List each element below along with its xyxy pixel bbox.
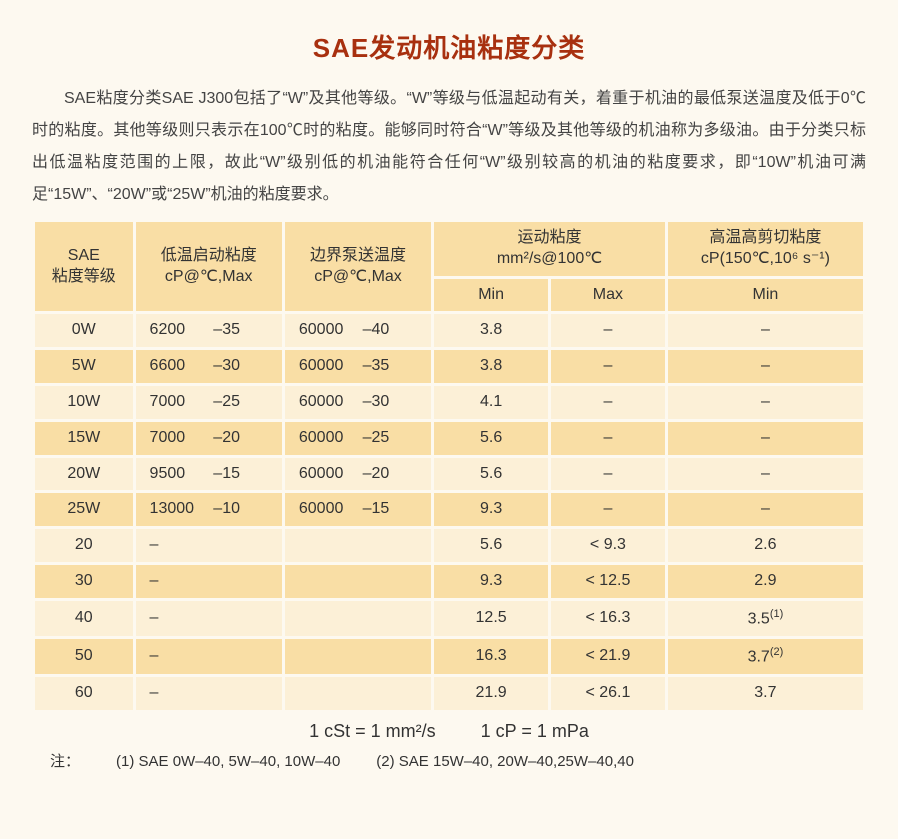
table-cell: 3.8	[434, 350, 548, 383]
col-header-kinematic: 运动粘度mm²/s@100℃	[434, 222, 665, 276]
table-row: 15W7000 –2060000 –255.6––	[35, 422, 863, 455]
table-cell: 9500 –15	[136, 458, 282, 491]
col-header-hths: 高温高剪切粘度cP(150℃,10⁶ s⁻¹)	[668, 222, 863, 276]
table-cell: 4.1	[434, 386, 548, 419]
table-row: 0W6200 –3560000 –403.8––	[35, 314, 863, 347]
table-cell: 5.6	[434, 529, 548, 562]
col-header-kv-max: Max	[551, 279, 665, 312]
page-title: SAE发动机油粘度分类	[32, 28, 866, 65]
table-row: 20– 5.6< 9.32.6	[35, 529, 863, 562]
table-cell: 13000 –10	[136, 493, 282, 526]
table-cell: –	[551, 493, 665, 526]
table-cell: –	[136, 565, 282, 598]
table-cell: 3.7	[668, 677, 863, 710]
table-cell: –	[136, 639, 282, 674]
table-cell: 16.3	[434, 639, 548, 674]
table-row: 30– 9.3< 12.52.9	[35, 565, 863, 598]
table-cell: 60000 –15	[285, 493, 431, 526]
col-header-pumping: 边界泵送温度cP@℃,Max	[285, 222, 431, 311]
table-cell: –	[551, 422, 665, 455]
table-cell	[285, 565, 431, 598]
table-cell: –	[668, 422, 863, 455]
table-cell	[285, 601, 431, 636]
intro-paragraph: SAE粘度分类SAE J300包括了“W”及其他等级。“W”等级与低温起动有关，…	[32, 83, 866, 211]
table-row: 50– 16.3< 21.93.7(2)	[35, 639, 863, 674]
table-row: 60– 21.9< 26.13.7	[35, 677, 863, 710]
table-cell: 30	[35, 565, 133, 598]
table-row: 25W13000 –1060000 –159.3––	[35, 493, 863, 526]
table-cell: 60000 –40	[285, 314, 431, 347]
table-cell: 60000 –20	[285, 458, 431, 491]
table-row: 20W9500 –1560000 –205.6––	[35, 458, 863, 491]
table-cell: 50	[35, 639, 133, 674]
footnotes: 注：(1) SAE 0W–40, 5W–40, 10W–40(2) SAE 15…	[50, 750, 866, 771]
table-cell	[285, 677, 431, 710]
unit-equivalence: 1 cSt = 1 mm²/s 1 cP = 1 mPa	[32, 721, 866, 742]
table-cell: 0W	[35, 314, 133, 347]
table-cell: –	[136, 529, 282, 562]
table-cell: < 12.5	[551, 565, 665, 598]
table-cell: 60000 –30	[285, 386, 431, 419]
table-cell: 2.9	[668, 565, 863, 598]
table-row: 10W7000 –2560000 –304.1––	[35, 386, 863, 419]
table-cell: –	[551, 350, 665, 383]
table-cell: –	[551, 314, 665, 347]
table-cell: 20W	[35, 458, 133, 491]
table-cell: 5.6	[434, 458, 548, 491]
table-cell: –	[551, 386, 665, 419]
table-cell: 3.5(1)	[668, 601, 863, 636]
table-cell: –	[668, 314, 863, 347]
table-cell: 6600 –30	[136, 350, 282, 383]
table-row: 40– 12.5< 16.33.5(1)	[35, 601, 863, 636]
table-cell	[285, 639, 431, 674]
table-cell: –	[136, 601, 282, 636]
col-header-hths-min: Min	[668, 279, 863, 312]
table-cell: 5.6	[434, 422, 548, 455]
table-cell: 20	[35, 529, 133, 562]
table-cell: 12.5	[434, 601, 548, 636]
table-cell: –	[668, 386, 863, 419]
table-cell: 7000 –20	[136, 422, 282, 455]
table-cell: –	[136, 677, 282, 710]
table-cell: –	[668, 350, 863, 383]
table-cell: 25W	[35, 493, 133, 526]
table-cell: 5W	[35, 350, 133, 383]
table-cell: 7000 –25	[136, 386, 282, 419]
table-cell: 60000 –25	[285, 422, 431, 455]
col-header-grade: SAE粘度等级	[35, 222, 133, 311]
table-row: 5W6600 –3060000 –353.8––	[35, 350, 863, 383]
table-cell: < 21.9	[551, 639, 665, 674]
viscosity-table: SAE粘度等级 低温启动粘度cP@℃,Max 边界泵送温度cP@℃,Max 运动…	[32, 219, 866, 713]
table-cell: 40	[35, 601, 133, 636]
table-cell: –	[551, 458, 665, 491]
table-cell: 6200 –35	[136, 314, 282, 347]
col-header-cranking: 低温启动粘度cP@℃,Max	[136, 222, 282, 311]
table-cell: < 9.3	[551, 529, 665, 562]
table-cell: –	[668, 493, 863, 526]
table-cell: 15W	[35, 422, 133, 455]
table-cell: 21.9	[434, 677, 548, 710]
table-cell: 2.6	[668, 529, 863, 562]
table-cell: 3.7(2)	[668, 639, 863, 674]
table-cell	[285, 529, 431, 562]
table-cell: < 16.3	[551, 601, 665, 636]
table-cell: < 26.1	[551, 677, 665, 710]
table-cell: 9.3	[434, 493, 548, 526]
table-cell: 10W	[35, 386, 133, 419]
table-cell: 3.8	[434, 314, 548, 347]
table-cell: 9.3	[434, 565, 548, 598]
table-cell: –	[668, 458, 863, 491]
col-header-kv-min: Min	[434, 279, 548, 312]
table-cell: 60000 –35	[285, 350, 431, 383]
table-cell: 60	[35, 677, 133, 710]
